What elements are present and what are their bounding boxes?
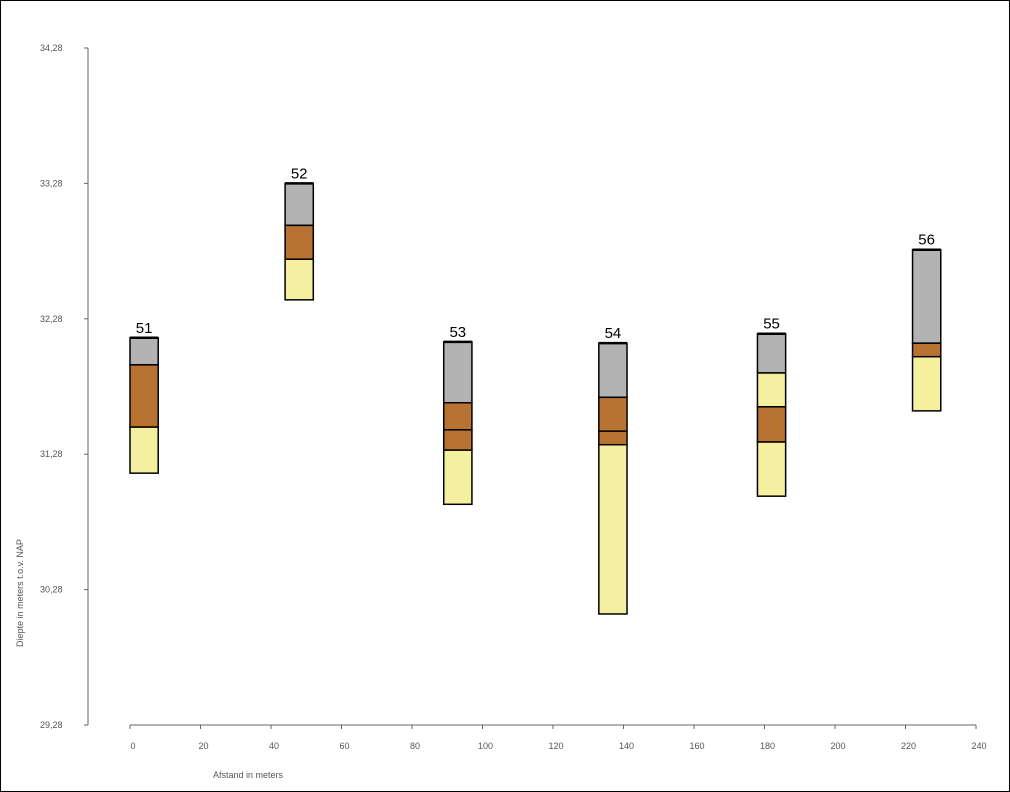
layer-grey bbox=[129, 337, 159, 366]
layer-yellow bbox=[129, 426, 159, 474]
x-tick-label: 0 bbox=[130, 741, 135, 751]
borehole-55: 55 bbox=[756, 316, 787, 497]
y-ticks: 29,28 30,28 31,28 32,28 33,28 34,28 bbox=[40, 43, 88, 730]
borehole-54: 54 bbox=[598, 325, 628, 615]
layer-grey bbox=[911, 248, 942, 344]
x-tick-label: 160 bbox=[689, 741, 704, 751]
borehole-label: 51 bbox=[136, 320, 153, 337]
x-tick-label: 100 bbox=[478, 741, 493, 751]
boreholes: 51 52 53 54 55 56 bbox=[129, 165, 942, 615]
layer-grey bbox=[442, 341, 473, 404]
y-tick-label: 32,28 bbox=[40, 314, 63, 324]
layer-yellow bbox=[911, 355, 942, 412]
layer-grey bbox=[598, 342, 628, 399]
y-tick-label: 34,28 bbox=[40, 43, 63, 53]
layer-brown bbox=[598, 396, 628, 432]
x-tick-label: 60 bbox=[339, 741, 349, 751]
borehole-label: 54 bbox=[605, 325, 622, 342]
x-tick-label: 120 bbox=[548, 741, 563, 751]
x-tick-label: 80 bbox=[410, 741, 420, 751]
layer-brown bbox=[284, 224, 315, 260]
y-tick-label: 29,28 bbox=[40, 720, 63, 730]
layer-brown bbox=[442, 401, 473, 431]
layer-yellow bbox=[756, 372, 787, 408]
layer-brown bbox=[598, 430, 628, 446]
x-axis-title: Afstand in meters bbox=[213, 770, 284, 780]
layer-grey bbox=[284, 182, 315, 227]
layer-grey bbox=[756, 332, 787, 374]
borehole-label: 52 bbox=[291, 165, 308, 182]
x-ticks: 0 20 40 60 80 100 120 140 160 180 200 220 240 bbox=[129, 725, 987, 751]
borehole-label: 55 bbox=[763, 316, 780, 333]
x-tick-label: 20 bbox=[198, 741, 208, 751]
layer-yellow bbox=[756, 441, 787, 497]
x-tick-label: 240 bbox=[971, 741, 986, 751]
layer-yellow bbox=[442, 449, 473, 506]
borehole-56: 56 bbox=[911, 232, 942, 412]
x-tick-label: 40 bbox=[269, 741, 279, 751]
y-axis-title: Diepte in meters t.o.v. NAP bbox=[15, 539, 25, 647]
borehole-53: 53 bbox=[442, 324, 473, 506]
layer-brown bbox=[129, 364, 159, 428]
borehole-label: 56 bbox=[918, 232, 935, 249]
x-tick-label: 200 bbox=[830, 741, 845, 751]
layer-brown bbox=[442, 429, 473, 451]
x-tick-label: 180 bbox=[760, 741, 775, 751]
axes: 29,28 30,28 31,28 32,28 33,28 34,28 0 20 40 60 80… bbox=[15, 43, 987, 780]
layer-brown bbox=[756, 406, 787, 443]
y-tick-label: 31,28 bbox=[40, 449, 63, 459]
layer-yellow bbox=[284, 258, 315, 301]
borehole-52: 52 bbox=[284, 165, 315, 301]
layer-brown bbox=[911, 342, 942, 358]
x-tick-label: 220 bbox=[901, 741, 916, 751]
x-tick-label: 140 bbox=[619, 741, 634, 751]
y-tick-label: 30,28 bbox=[40, 585, 63, 595]
y-tick-label: 33,28 bbox=[40, 178, 63, 188]
borehole-51: 51 bbox=[129, 320, 159, 474]
layer-yellow bbox=[598, 443, 628, 615]
borehole-label: 53 bbox=[449, 324, 466, 341]
